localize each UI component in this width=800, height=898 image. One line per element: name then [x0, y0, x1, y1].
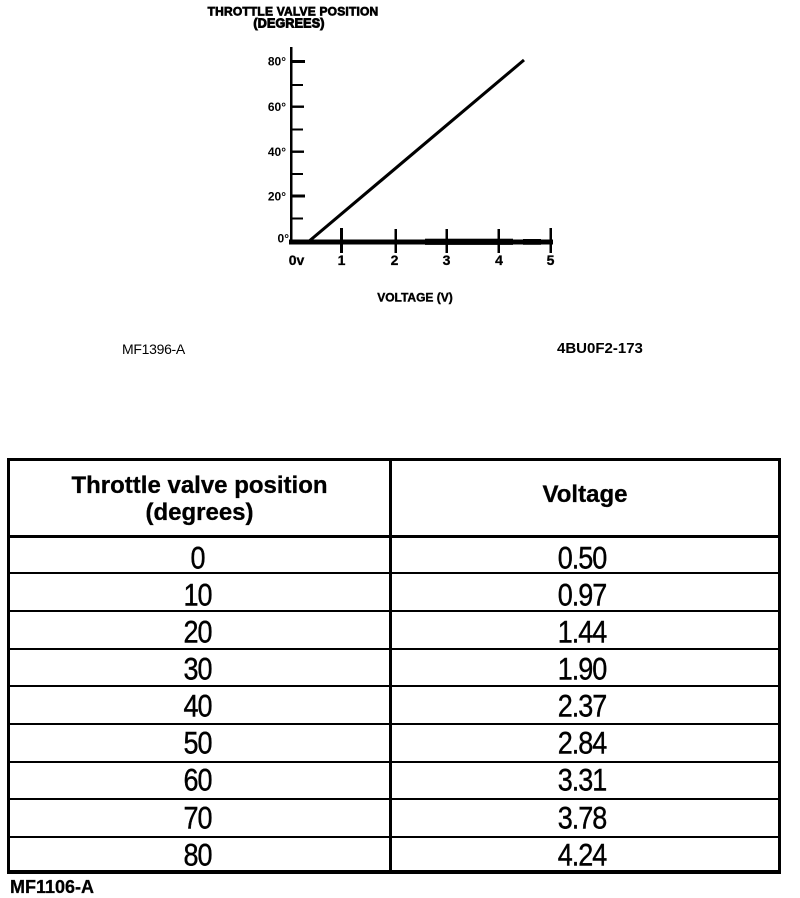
svg-text:1: 1: [338, 252, 346, 268]
svg-text:0v: 0v: [289, 252, 305, 268]
svg-text:5: 5: [547, 252, 555, 268]
svg-text:60°: 60°: [268, 100, 286, 114]
svg-text:20°: 20°: [268, 190, 286, 204]
svg-text:3: 3: [443, 252, 451, 268]
svg-text:VOLTAGE (V): VOLTAGE (V): [377, 291, 453, 305]
svg-text:THROTTLE VALVE POSITION: THROTTLE VALVE POSITION: [208, 5, 379, 19]
svg-text:4: 4: [495, 252, 503, 268]
svg-text:(DEGREES): (DEGREES): [253, 17, 324, 31]
svg-text:40°: 40°: [268, 145, 286, 159]
svg-text:80°: 80°: [268, 55, 286, 69]
svg-text:0°: 0°: [278, 232, 290, 246]
svg-text:2: 2: [391, 252, 399, 268]
